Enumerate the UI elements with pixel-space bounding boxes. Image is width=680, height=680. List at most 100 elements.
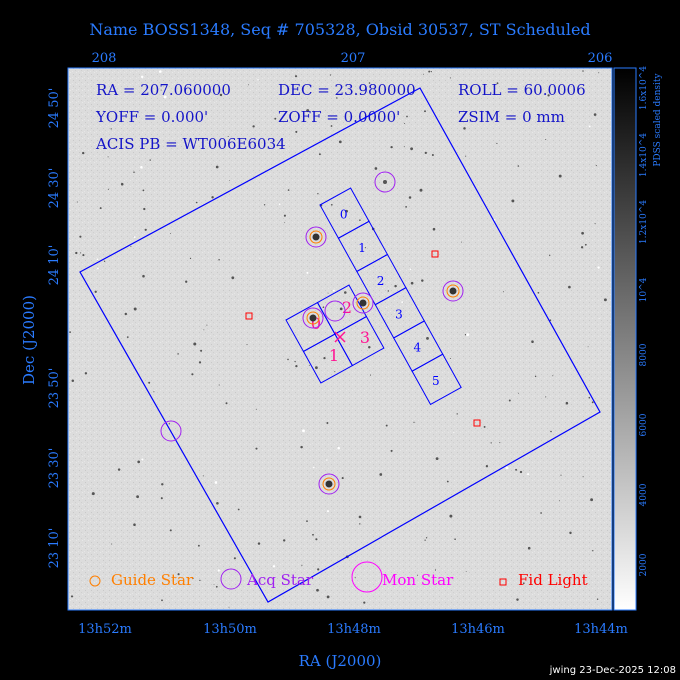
background-star: [593, 113, 597, 116]
background-star: [197, 544, 200, 547]
background-star: [255, 408, 257, 410]
background-star: [565, 401, 569, 405]
background-star: [505, 466, 509, 470]
background-star: [96, 258, 99, 261]
colorbar: [613, 67, 637, 611]
background-star: [283, 214, 286, 217]
background-star: [111, 543, 113, 545]
legend-fid-light: Fid Light: [518, 571, 588, 589]
background-star: [548, 579, 550, 581]
guide-star-marker-2: [446, 284, 460, 298]
background-star: [284, 222, 286, 224]
background-star: [424, 151, 427, 155]
background-star: [246, 344, 248, 346]
background-star: [460, 241, 462, 243]
background-star: [294, 360, 296, 363]
catalog-stars: [160, 171, 481, 495]
s-chip-5: [411, 353, 462, 406]
background-star: [141, 458, 144, 461]
acq-star-marker-7: [374, 171, 396, 193]
background-star: [71, 379, 75, 382]
background-star: [401, 301, 404, 304]
background-star: [517, 165, 520, 167]
background-star: [322, 306, 325, 309]
background-star: [217, 569, 220, 572]
bottom-tick-13h44m: 13h44m: [574, 622, 628, 637]
background-star: [113, 146, 115, 148]
background-star: [522, 582, 525, 585]
background-star: [394, 284, 397, 288]
background-star: [278, 203, 281, 206]
background-star: [301, 564, 303, 566]
colorbar-tick-10000: 10^4: [639, 277, 649, 302]
background-star: [588, 396, 591, 399]
background-star: [547, 94, 550, 97]
background-star: [569, 531, 572, 535]
acq-star-marker-4: [352, 292, 374, 314]
background-star: [354, 576, 356, 578]
background-star: [215, 585, 218, 588]
background-star: [490, 442, 492, 444]
background-star: [163, 95, 167, 99]
mon-star-legend-icon: [351, 561, 383, 593]
background-star: [99, 207, 102, 210]
background-star: [463, 127, 466, 130]
s-chip-label-5: 5: [432, 374, 440, 388]
background-star: [409, 268, 412, 271]
background-star: [302, 429, 305, 433]
background-star: [170, 233, 172, 235]
background-star: [519, 470, 523, 474]
background-star: [140, 166, 143, 169]
background-star: [508, 399, 511, 402]
background-star: [218, 384, 220, 386]
bottom-tick-13h52m: 13h52m: [78, 622, 132, 637]
i-chip-label-3: 3: [360, 328, 370, 347]
colorbar-tick-14000: 1.4x10^4: [639, 133, 649, 177]
background-star: [581, 231, 584, 235]
guide-star-marker-4: [356, 296, 370, 310]
background-star: [387, 290, 390, 292]
background-star: [453, 432, 455, 434]
background-star: [422, 73, 424, 75]
background-star: [582, 70, 584, 72]
acq-star-marker-6: [324, 300, 346, 322]
colorbar-label: PDSS scaled density: [653, 72, 663, 166]
field-of-view-outline: [79, 87, 601, 603]
background-star: [496, 142, 498, 145]
background-star: [385, 306, 387, 308]
background-star: [231, 276, 235, 280]
bottom-tick-13h48m: 13h48m: [327, 622, 381, 637]
background-star: [485, 465, 489, 468]
guide-star-marker-1: [309, 230, 323, 244]
background-star: [160, 89, 162, 91]
background-star: [410, 147, 413, 151]
background-star: [428, 70, 431, 73]
background-star: [421, 279, 424, 282]
background-star: [200, 349, 203, 352]
i-chip-label-1: 1: [329, 346, 339, 365]
background-star: [549, 254, 551, 256]
guide-star-legend-icon: [89, 575, 101, 587]
background-star: [75, 251, 78, 255]
background-star: [345, 209, 348, 213]
background-star: [337, 446, 340, 450]
background-star: [91, 492, 95, 496]
background-star: [287, 358, 289, 361]
background-star: [419, 188, 423, 192]
background-star: [341, 477, 344, 480]
background-star: [502, 291, 504, 293]
background-star: [332, 289, 335, 292]
background-star: [527, 546, 531, 550]
background-star: [161, 483, 164, 486]
guide-star-marker-3: [306, 311, 320, 325]
background-star: [334, 371, 336, 373]
background-star: [169, 529, 172, 532]
left-tick-24-30: 24 30': [47, 168, 62, 209]
footer-credit: jwing 23-Dec-2025 12:08: [549, 665, 676, 676]
x-axis-label: RA (J2000): [299, 652, 382, 670]
background-star: [143, 207, 146, 211]
background-star: [110, 128, 112, 130]
background-star: [404, 146, 405, 148]
background-star: [424, 539, 426, 541]
background-star: [374, 167, 378, 170]
